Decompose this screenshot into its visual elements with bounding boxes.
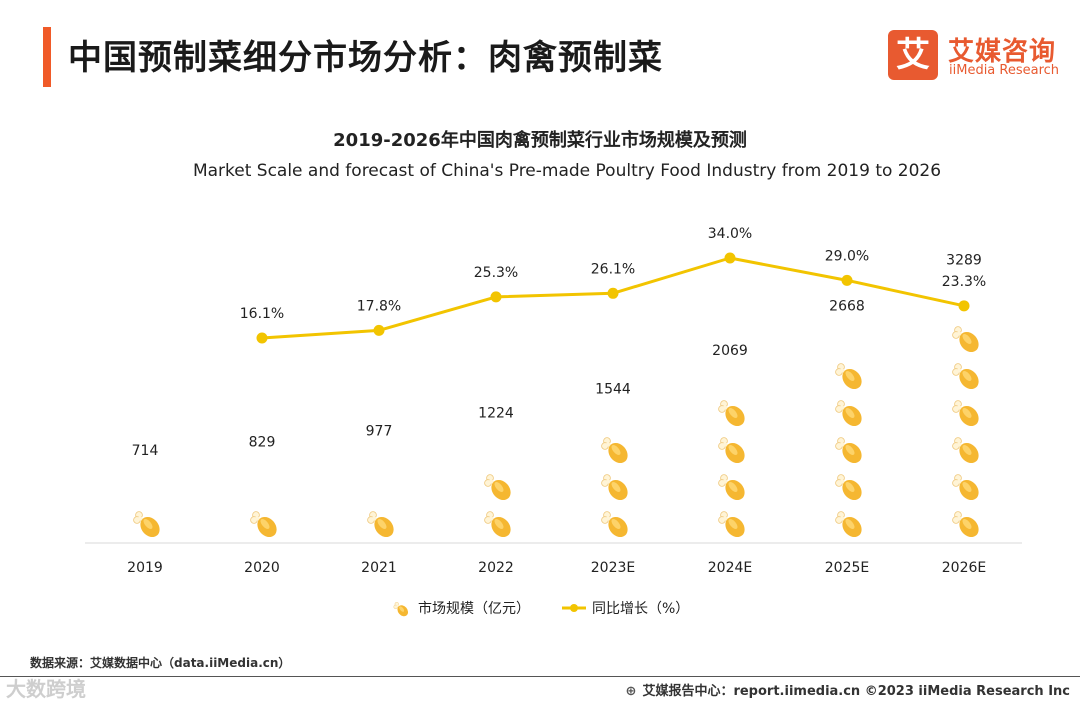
drumstick-bar-icon xyxy=(950,509,985,543)
x-tick-label: 2021 xyxy=(361,560,397,576)
bar-value-label: 1544 xyxy=(595,382,631,398)
x-tick-label: 2019 xyxy=(127,560,163,576)
drumstick-bar-partial-icon xyxy=(131,487,165,501)
x-tick-label: 2025E xyxy=(825,560,869,576)
drumstick-bar-icon xyxy=(950,361,985,395)
drumstick-bar-icon xyxy=(833,398,868,432)
bar-value-label: 829 xyxy=(249,435,276,451)
drumstick-bar-partial-icon xyxy=(248,480,282,501)
title-accent-bar xyxy=(43,27,51,87)
footer-credit: ⊕ 艾媒报告中心：report.iimedia.cn ©2023 iiMedia… xyxy=(624,680,1070,699)
drumstick-bar-icon xyxy=(716,472,751,506)
bar-value-label: 2069 xyxy=(712,343,748,359)
x-tick-label: 2026E xyxy=(942,560,986,576)
chart-title: 2019-2026年中国肉禽预制菜行业市场规模及预测 xyxy=(333,130,747,151)
chart-subtitle: Market Scale and forecast of China's Pre… xyxy=(192,161,942,181)
drumstick-bar-icon xyxy=(599,472,634,506)
legend-drumstick-icon xyxy=(392,601,412,620)
iimedia-logo: 艾 艾媒咨询 iiMedia Research xyxy=(888,30,1063,82)
drumstick-bar-partial-icon xyxy=(833,341,867,353)
drumstick-bar-partial-icon xyxy=(599,423,633,426)
x-tick-label: 2023E xyxy=(591,560,635,576)
drumstick-bar-icon xyxy=(131,509,166,543)
legend-growth-label: 同比增长（%） xyxy=(592,601,689,617)
logo-name-cn: 艾媒咨询 xyxy=(948,37,1057,67)
growth-value-label: 16.1% xyxy=(240,306,284,322)
x-tick-label: 2022 xyxy=(478,560,514,576)
footer-divider xyxy=(0,676,1080,677)
bar-value-label: 977 xyxy=(366,424,393,440)
x-tick-label: 2020 xyxy=(244,560,280,576)
drumstick-bar-partial-icon xyxy=(365,472,399,501)
growth-point xyxy=(607,287,619,299)
watermark-text: 大数跨境 xyxy=(6,677,86,701)
drumstick-bar-icon xyxy=(950,435,985,469)
drumstick-bar-icon xyxy=(716,509,751,543)
bar-value-label: 714 xyxy=(132,443,159,459)
footer-credit-text: 艾媒报告中心：report.iimedia.cn ©2023 iiMedia R… xyxy=(642,684,1070,699)
growth-point xyxy=(958,300,970,312)
growth-value-label: 26.1% xyxy=(591,261,635,277)
x-tick-label: 2024E xyxy=(708,560,752,576)
drumstick-bar-icon xyxy=(716,398,751,432)
growth-point xyxy=(490,291,502,303)
logo-name-en: iiMedia Research xyxy=(949,63,1060,78)
drumstick-bar-icon xyxy=(599,509,634,543)
drumstick-bar-icon xyxy=(833,472,868,506)
drumstick-bar-icon xyxy=(833,361,868,395)
legend-market-size-label: 市场规模（亿元） xyxy=(418,600,530,617)
drumstick-bar-partial-icon xyxy=(482,449,516,463)
growth-value-label: 17.8% xyxy=(357,298,401,314)
bar-value-label: 2668 xyxy=(829,299,865,315)
drumstick-bar-icon xyxy=(950,472,985,506)
growth-point xyxy=(841,274,853,286)
drumstick-bar-icon xyxy=(482,472,517,506)
drumstick-bar-icon xyxy=(833,435,868,469)
growth-value-label: 29.0% xyxy=(825,248,869,264)
drumstick-bar-icon xyxy=(599,435,634,469)
drumstick-bar-icon xyxy=(482,509,517,543)
growth-point xyxy=(373,324,385,336)
growth-value-label: 34.0% xyxy=(708,226,752,242)
data-source-note: 数据来源：艾媒数据中心（data.iiMedia.cn） xyxy=(30,656,291,670)
drumstick-bar-icon xyxy=(950,398,985,432)
bar-value-label: 1224 xyxy=(478,405,514,421)
drumstick-bar-partial-icon xyxy=(716,384,750,389)
globe-icon: ⊕ xyxy=(625,684,637,699)
drumstick-bar-icon xyxy=(365,509,400,543)
chart-canvas: 714 2019 829 2020 977 2021 1224 2022 1544 2023E 20… xyxy=(85,226,1022,620)
growth-point xyxy=(724,252,736,264)
drumstick-bar-icon xyxy=(716,435,751,469)
bar-value-label: 3289 xyxy=(946,253,982,269)
growth-value-label: 25.3% xyxy=(474,265,518,281)
legend-line-point xyxy=(570,604,578,612)
drumstick-bar-icon xyxy=(833,509,868,543)
drumstick-bar-icon xyxy=(950,324,985,358)
growth-value-label: 23.3% xyxy=(942,274,986,290)
growth-point xyxy=(256,332,268,344)
page-title: 中国预制菜细分市场分析：肉禽预制菜 xyxy=(68,38,663,78)
logo-mark-icon: 艾 xyxy=(888,30,938,80)
drumstick-bar-icon xyxy=(248,509,283,543)
